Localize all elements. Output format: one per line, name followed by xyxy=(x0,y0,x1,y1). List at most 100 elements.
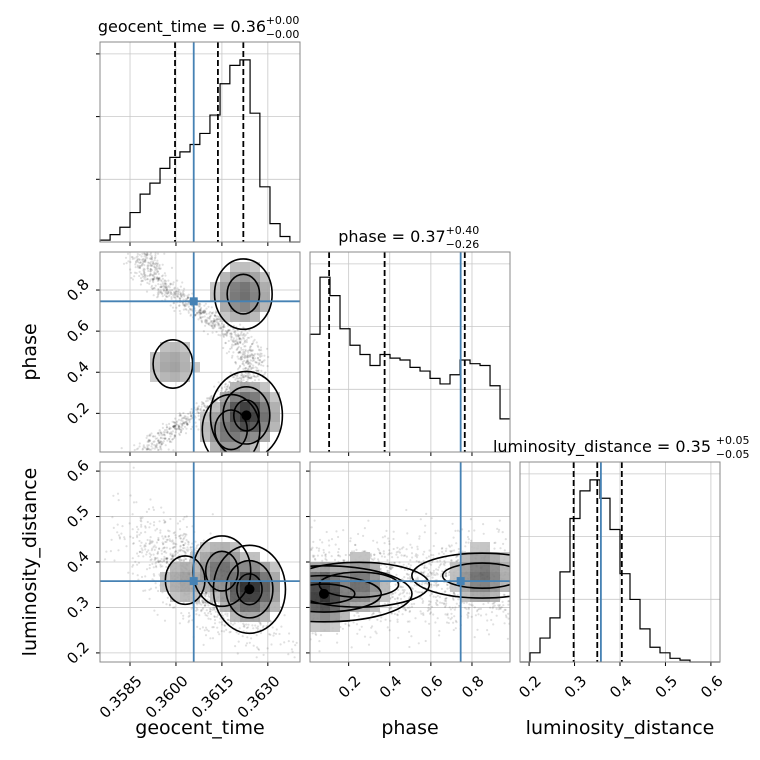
sample-point xyxy=(157,559,160,562)
sample-point xyxy=(173,294,176,297)
sample-point xyxy=(211,321,214,324)
sample-point xyxy=(202,311,205,314)
sample-point xyxy=(166,288,169,292)
sample-point xyxy=(173,434,176,437)
sample-point xyxy=(427,568,430,572)
sample-point xyxy=(183,422,186,425)
sample-point xyxy=(202,601,205,604)
sample-point xyxy=(156,264,159,267)
sample-point xyxy=(220,621,223,624)
sample-point xyxy=(206,399,209,402)
sample-point xyxy=(111,516,114,519)
sample-point xyxy=(207,397,210,400)
sample-point xyxy=(390,596,393,599)
sample-point xyxy=(142,269,145,272)
tick-label-x: 0.6 xyxy=(697,672,727,702)
sample-point xyxy=(175,543,178,546)
tick-label-x: 0.2 xyxy=(515,672,545,702)
sample-point xyxy=(160,558,163,561)
sample-point xyxy=(161,560,164,564)
sample-point xyxy=(178,296,181,299)
sample-point xyxy=(140,279,143,282)
sample-point xyxy=(453,615,456,618)
sample-point xyxy=(163,521,166,524)
sample-point xyxy=(253,354,256,357)
sample-point xyxy=(447,621,450,625)
sample-point xyxy=(207,595,210,598)
sample-point xyxy=(195,425,198,428)
sample-point xyxy=(432,569,435,572)
sample-point xyxy=(453,608,456,611)
sample-point xyxy=(236,346,239,350)
panel-title: geocent_time = 0.36 xyxy=(98,17,266,37)
sample-point xyxy=(149,559,152,562)
density-cell xyxy=(460,552,470,562)
sample-point xyxy=(257,345,260,349)
sample-point xyxy=(178,432,181,435)
sample-point xyxy=(245,374,248,377)
sample-point xyxy=(168,547,172,550)
sample-point xyxy=(452,536,455,539)
sample-point xyxy=(228,387,231,390)
sample-point xyxy=(248,336,251,339)
density-cell xyxy=(470,582,480,592)
sample-point xyxy=(161,426,164,429)
sample-point xyxy=(185,422,188,425)
sample-point xyxy=(175,292,178,295)
sample-point xyxy=(248,354,251,357)
sample-point xyxy=(247,355,250,358)
sample-point xyxy=(235,377,238,380)
sample-point xyxy=(349,537,352,540)
sample-point xyxy=(165,565,168,569)
density-cell xyxy=(150,362,160,372)
sample-point xyxy=(455,602,458,605)
sample-point xyxy=(143,275,146,278)
sample-point xyxy=(109,550,112,553)
sample-point xyxy=(444,604,447,607)
sample-point xyxy=(182,538,185,541)
sample-point xyxy=(112,526,115,530)
sample-point xyxy=(158,547,161,550)
sample-point xyxy=(254,624,257,627)
sample-point xyxy=(310,547,313,550)
sample-point xyxy=(143,271,146,274)
sample-point xyxy=(178,622,181,625)
sample-point xyxy=(157,439,160,442)
sample-point xyxy=(135,448,138,451)
sample-point xyxy=(403,589,406,592)
sample-point xyxy=(158,442,161,445)
sample-point xyxy=(435,583,438,587)
sample-point xyxy=(179,419,183,422)
sample-point xyxy=(389,567,392,571)
sample-point xyxy=(168,286,171,289)
sample-point xyxy=(160,275,163,278)
sample-point xyxy=(231,354,234,357)
sample-point xyxy=(283,641,286,644)
density-cell xyxy=(240,272,250,282)
sample-point xyxy=(444,561,447,565)
sample-point xyxy=(199,312,202,315)
sample-point xyxy=(131,256,134,259)
sample-point xyxy=(183,287,186,290)
sample-point xyxy=(186,423,189,426)
sample-point xyxy=(330,538,334,541)
density-cell xyxy=(240,592,250,602)
sample-point xyxy=(201,608,204,611)
sample-point xyxy=(139,544,142,547)
sample-point xyxy=(201,315,204,319)
sample-point xyxy=(157,287,160,291)
sample-point xyxy=(388,542,391,546)
density-cell xyxy=(310,622,320,632)
sample-point xyxy=(242,351,245,354)
density-cell xyxy=(330,562,340,572)
sample-point xyxy=(236,380,239,383)
sample-point xyxy=(503,622,506,625)
sample-point xyxy=(146,252,149,255)
sample-point xyxy=(173,435,176,438)
sample-point xyxy=(252,342,255,345)
sample-point xyxy=(162,431,165,434)
density-cell xyxy=(310,592,320,602)
sample-point xyxy=(456,555,459,558)
sample-point xyxy=(224,624,227,627)
sample-point xyxy=(136,252,139,256)
